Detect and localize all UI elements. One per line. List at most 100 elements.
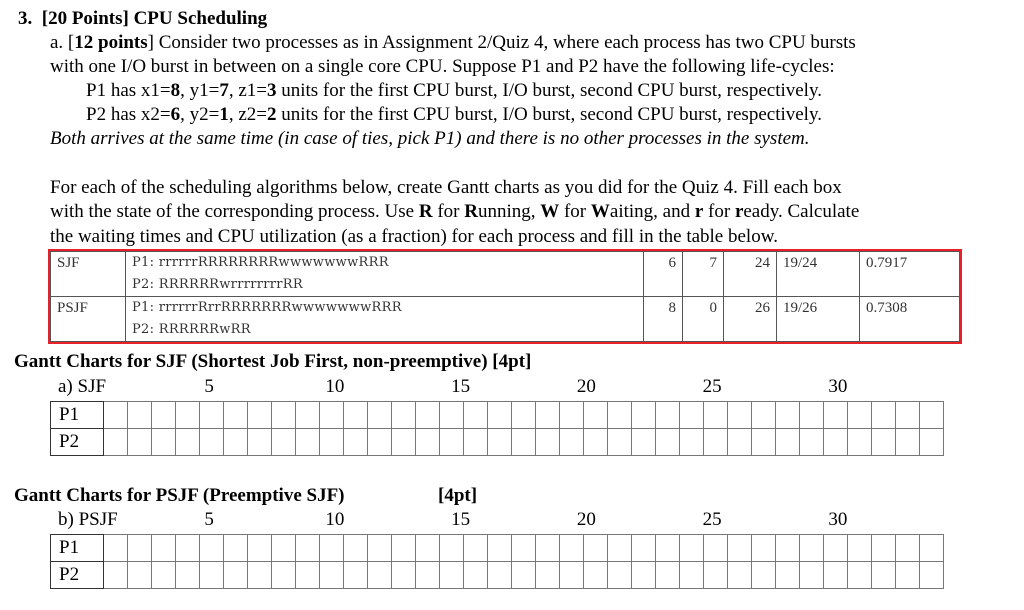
gantt-cell[interactable] (295, 534, 320, 562)
gantt-cell[interactable] (631, 428, 656, 456)
gantt-cell[interactable] (319, 401, 344, 429)
gantt-cell[interactable] (367, 401, 392, 429)
gantt-cell[interactable] (535, 534, 560, 562)
gantt-cell[interactable] (487, 534, 512, 562)
gantt-cell[interactable] (799, 401, 824, 429)
gantt-cell[interactable] (463, 561, 488, 589)
gantt-cell[interactable] (535, 401, 560, 429)
gantt-cell[interactable] (607, 428, 632, 456)
gantt-cell[interactable] (751, 534, 776, 562)
gantt-cell[interactable] (751, 401, 776, 429)
gantt-cell[interactable] (511, 428, 536, 456)
gantt-cell[interactable] (271, 428, 296, 456)
gantt-cell[interactable] (151, 401, 176, 429)
gantt-cell[interactable] (175, 561, 200, 589)
gantt-cell[interactable] (415, 534, 440, 562)
gantt-cell[interactable] (127, 561, 152, 589)
gantt-cell[interactable] (727, 561, 752, 589)
gantt-cell[interactable] (223, 534, 248, 562)
gantt-cell[interactable] (463, 428, 488, 456)
gantt-cell[interactable] (151, 534, 176, 562)
gantt-cell[interactable] (103, 534, 128, 562)
gantt-cell[interactable] (295, 561, 320, 589)
gantt-cell[interactable] (607, 401, 632, 429)
gantt-cell[interactable] (559, 401, 584, 429)
gantt-cell[interactable] (223, 561, 248, 589)
gantt-cell[interactable] (271, 401, 296, 429)
gantt-cell[interactable] (919, 401, 944, 429)
gantt-cell[interactable] (847, 401, 872, 429)
gantt-cell[interactable] (463, 534, 488, 562)
gantt-cell[interactable] (703, 561, 728, 589)
gantt-cell[interactable] (367, 428, 392, 456)
gantt-cell[interactable] (799, 428, 824, 456)
gantt-cell[interactable] (895, 428, 920, 456)
gantt-cell[interactable] (559, 534, 584, 562)
gantt-cell[interactable] (823, 428, 848, 456)
gantt-cell[interactable] (487, 428, 512, 456)
gantt-cell[interactable] (631, 561, 656, 589)
gantt-cell[interactable] (607, 534, 632, 562)
gantt-cell[interactable] (511, 561, 536, 589)
gantt-cell[interactable] (583, 401, 608, 429)
gantt-cell[interactable] (631, 401, 656, 429)
gantt-cell[interactable] (319, 428, 344, 456)
gantt-cell[interactable] (487, 561, 512, 589)
gantt-cell[interactable] (823, 561, 848, 589)
gantt-cell[interactable] (919, 561, 944, 589)
gantt-cell[interactable] (583, 428, 608, 456)
gantt-cell[interactable] (655, 561, 680, 589)
gantt-cell[interactable] (847, 534, 872, 562)
gantt-cell[interactable] (511, 401, 536, 429)
gantt-cell[interactable] (103, 561, 128, 589)
gantt-cell[interactable] (439, 428, 464, 456)
gantt-cell[interactable] (199, 428, 224, 456)
gantt-cell[interactable] (535, 428, 560, 456)
gantt-cell[interactable] (415, 428, 440, 456)
gantt-cell[interactable] (175, 428, 200, 456)
gantt-cell[interactable] (343, 401, 368, 429)
gantt-cell[interactable] (199, 401, 224, 429)
gantt-cell[interactable] (727, 401, 752, 429)
gantt-cell[interactable] (271, 561, 296, 589)
gantt-cell[interactable] (631, 534, 656, 562)
gantt-cell[interactable] (607, 561, 632, 589)
gantt-cell[interactable] (679, 428, 704, 456)
gantt-cell[interactable] (343, 428, 368, 456)
gantt-cell[interactable] (391, 401, 416, 429)
gantt-cell[interactable] (871, 428, 896, 456)
gantt-cell[interactable] (439, 401, 464, 429)
gantt-cell[interactable] (775, 401, 800, 429)
gantt-cell[interactable] (295, 428, 320, 456)
gantt-cell[interactable] (247, 561, 272, 589)
gantt-cell[interactable] (175, 401, 200, 429)
gantt-cell[interactable] (319, 561, 344, 589)
gantt-cell[interactable] (391, 534, 416, 562)
gantt-cell[interactable] (799, 561, 824, 589)
gantt-cell[interactable] (367, 561, 392, 589)
gantt-cell[interactable] (703, 534, 728, 562)
gantt-cell[interactable] (895, 401, 920, 429)
gantt-cell[interactable] (127, 401, 152, 429)
gantt-cell[interactable] (751, 561, 776, 589)
gantt-cell[interactable] (103, 428, 128, 456)
gantt-cell[interactable] (751, 428, 776, 456)
gantt-cell[interactable] (559, 428, 584, 456)
gantt-cell[interactable] (727, 428, 752, 456)
gantt-cell[interactable] (271, 534, 296, 562)
gantt-cell[interactable] (703, 428, 728, 456)
gantt-cell[interactable] (511, 534, 536, 562)
gantt-cell[interactable] (535, 561, 560, 589)
gantt-cell[interactable] (103, 401, 128, 429)
gantt-cell[interactable] (391, 561, 416, 589)
gantt-cell[interactable] (847, 428, 872, 456)
gantt-cell[interactable] (559, 561, 584, 589)
gantt-cell[interactable] (655, 534, 680, 562)
gantt-cell[interactable] (583, 561, 608, 589)
gantt-cell[interactable] (871, 401, 896, 429)
gantt-cell[interactable] (871, 561, 896, 589)
gantt-cell[interactable] (679, 534, 704, 562)
gantt-cell[interactable] (391, 428, 416, 456)
gantt-cell[interactable] (919, 428, 944, 456)
gantt-cell[interactable] (199, 534, 224, 562)
